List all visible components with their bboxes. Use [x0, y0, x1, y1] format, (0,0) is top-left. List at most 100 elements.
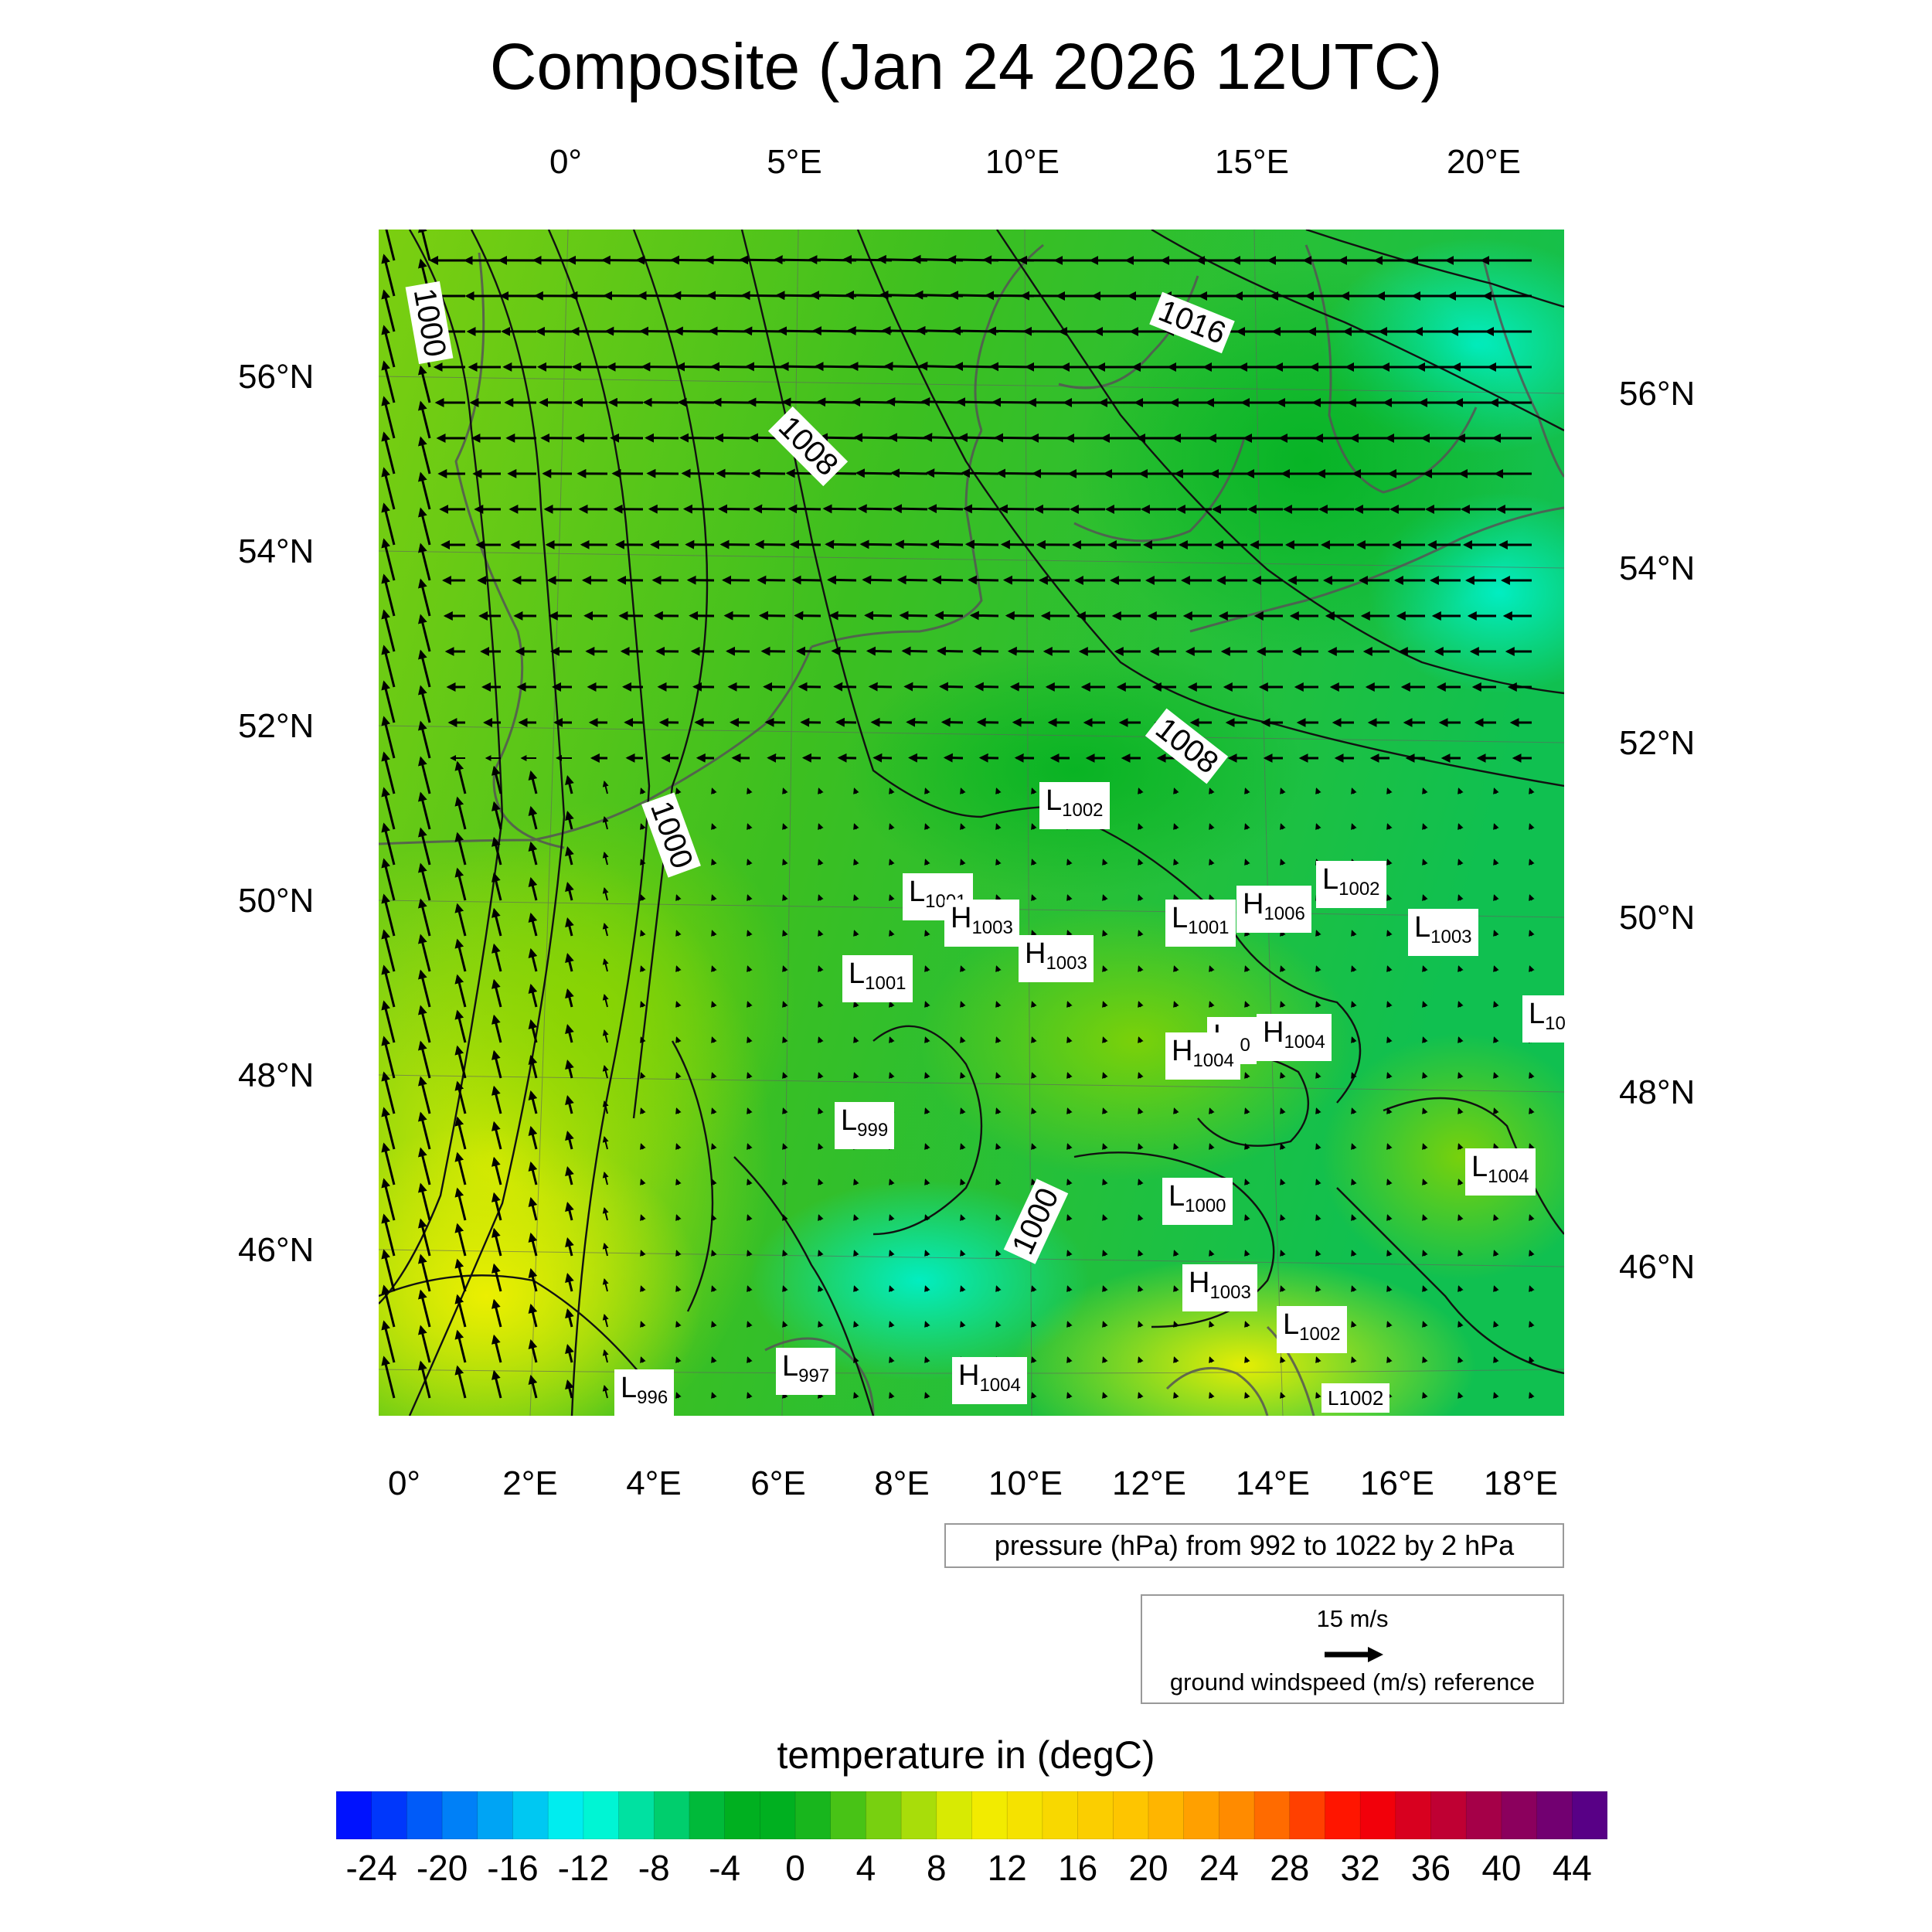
- wind-arrow: [1315, 1001, 1321, 1008]
- wind-arrow: [675, 965, 682, 972]
- wind-arrow: [710, 362, 750, 372]
- wind-arrow: [1244, 1179, 1250, 1185]
- bottom-lon-label: 0°: [387, 1464, 421, 1502]
- wind-arrow: [640, 859, 646, 866]
- wind-arrow: [818, 965, 824, 972]
- wind-arrow: [1138, 787, 1144, 794]
- wind-arrow: [924, 1214, 930, 1221]
- wind-arrow: [782, 1036, 788, 1043]
- wind-arrow: [1209, 894, 1215, 901]
- wind-arrow: [825, 539, 857, 549]
- wind-arrow: [640, 787, 646, 794]
- wind-arrow: [1493, 823, 1499, 830]
- wind-arrow: [565, 988, 574, 1008]
- wind-arrow: [782, 894, 788, 901]
- wind-arrow: [454, 974, 467, 1008]
- wind-arrow: [859, 539, 893, 549]
- wind-arrow: [675, 362, 715, 372]
- wind-arrow: [924, 1001, 930, 1008]
- colorbar-swatch: [1042, 1791, 1079, 1839]
- wind-arrow: [640, 1072, 646, 1079]
- wind-arrow: [381, 325, 396, 368]
- wind-arrow: [782, 965, 788, 972]
- right-lat-label: 46°N: [1619, 1248, 1696, 1286]
- pressure-center-label: H1003: [1182, 1264, 1257, 1311]
- wind-arrow: [818, 1072, 824, 1079]
- wind-arrow: [602, 780, 609, 794]
- wind-arrow: [528, 1054, 538, 1079]
- wind-arrow: [711, 859, 717, 866]
- wind-reference-caption: ground windspeed (m/s) reference: [1169, 1668, 1536, 1696]
- wind-arrow: [1173, 1107, 1179, 1114]
- wind-arrow: [492, 1121, 502, 1150]
- wind-arrow: [1066, 1250, 1073, 1257]
- wind-arrow: [711, 1143, 717, 1150]
- wind-arrow: [1529, 1321, 1535, 1328]
- wind-arrow: [1244, 1356, 1250, 1363]
- wind-arrow: [565, 774, 574, 794]
- pressure-center-label: L1004: [1465, 1148, 1536, 1196]
- pressure-center-label: L999: [835, 1102, 895, 1149]
- wind-arrow: [565, 1343, 574, 1363]
- wind-arrow: [1351, 1214, 1357, 1221]
- wind-arrow: [1173, 1001, 1179, 1008]
- right-lat-label: 56°N: [1619, 375, 1696, 413]
- colorbar-swatch: [583, 1791, 620, 1839]
- wind-arrow: [995, 1143, 1002, 1150]
- wind-arrow: [454, 1080, 467, 1114]
- wind-arrow: [853, 1392, 859, 1399]
- wind-arrow: [1138, 1072, 1144, 1079]
- wind-arrow: [492, 1227, 502, 1257]
- wind-arrow: [1031, 1285, 1037, 1292]
- wind-arrow: [454, 1045, 467, 1079]
- wind-arrow: [640, 1285, 646, 1292]
- wind-arrow: [1493, 1001, 1499, 1008]
- wind-arrow: [417, 1111, 431, 1150]
- wind-arrow: [454, 867, 467, 901]
- wind-arrow: [1458, 1321, 1464, 1328]
- top-lon-label: 0°: [549, 143, 583, 181]
- colorbar-swatch: [1465, 1791, 1502, 1839]
- wind-arrow: [1209, 1143, 1215, 1150]
- wind-arrow: [602, 1171, 609, 1185]
- colorbar-swatch: [794, 1791, 832, 1839]
- wind-arrow: [602, 1206, 609, 1221]
- wind-arrow: [675, 1036, 682, 1043]
- wind-arrow: [747, 1036, 753, 1043]
- top-lon-label: 15°E: [1215, 143, 1289, 181]
- temp-region: [394, 801, 796, 1203]
- wind-arrow: [1529, 1214, 1535, 1221]
- wind-arrow: [528, 876, 538, 901]
- wind-arrow: [1102, 894, 1108, 901]
- wind-arrow: [868, 682, 893, 692]
- isobar: [379, 230, 504, 1304]
- wind-arrow: [381, 822, 396, 866]
- wind-arrow: [1209, 787, 1215, 794]
- colorbar-swatch: [724, 1791, 761, 1839]
- wind-arrow: [960, 859, 966, 866]
- wind-arrow: [565, 1059, 574, 1079]
- wind-arrow: [492, 1298, 502, 1328]
- wind-arrow: [454, 1365, 467, 1399]
- colorbar-swatch: [1148, 1791, 1185, 1839]
- wind-arrow: [602, 851, 609, 866]
- wind-arrow: [565, 952, 574, 972]
- wind-arrow: [565, 1379, 574, 1399]
- wind-arrow: [1209, 859, 1215, 866]
- wind-arrow: [1529, 1250, 1535, 1257]
- wind-arrow: [1315, 1250, 1321, 1257]
- wind-arrow: [1386, 1250, 1393, 1257]
- wind-arrow: [602, 886, 609, 901]
- wind-arrow: [1493, 1392, 1499, 1399]
- wind-arrow: [417, 543, 431, 581]
- wind-arrow: [1031, 1072, 1037, 1079]
- wind-arrow: [853, 1285, 859, 1292]
- wind-arrow: [492, 978, 502, 1008]
- colorbar-swatch: [1112, 1791, 1149, 1839]
- meridian: [1253, 230, 1284, 1416]
- wind-arrow: [602, 1100, 609, 1114]
- colorbar-tick-label: 28: [1270, 1848, 1310, 1888]
- wind-arrow: [1493, 930, 1499, 937]
- coastline: [1165, 1366, 1269, 1416]
- wind-arrow: [1458, 859, 1464, 866]
